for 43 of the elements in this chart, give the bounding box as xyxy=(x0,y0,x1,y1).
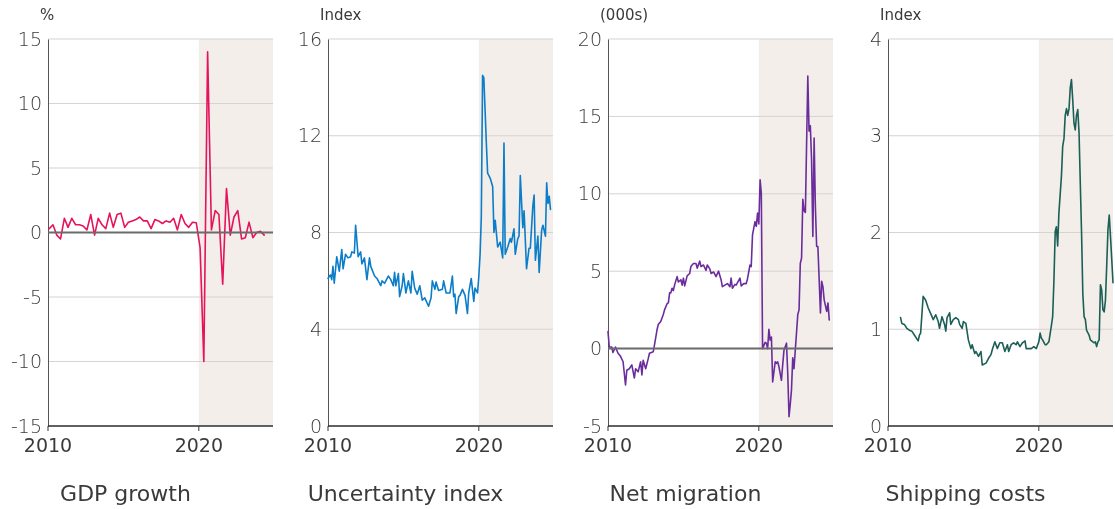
y-tick-label: -5 xyxy=(583,414,602,437)
y-tick-label: 16 xyxy=(297,27,322,50)
line-series xyxy=(327,74,552,315)
y-tick-label: 0 xyxy=(589,337,602,360)
y-tick-label: -5 xyxy=(23,285,42,308)
x-tick-label: 2010 xyxy=(303,434,353,456)
y-tick-label: 4 xyxy=(869,27,882,50)
x-tick-label: 2020 xyxy=(454,434,504,456)
x-tick-label: 2020 xyxy=(1014,434,1064,456)
y-tick-label: -10 xyxy=(10,350,42,373)
y-tick-label: 0 xyxy=(29,221,42,244)
y-tick-label: 10 xyxy=(17,92,42,115)
y-tick-label: 4 xyxy=(309,317,322,340)
y-tick-label: 3 xyxy=(869,124,882,147)
y-tick-label: 1 xyxy=(869,317,882,340)
text: Net migration xyxy=(609,481,762,506)
line-series xyxy=(48,51,265,363)
line-series xyxy=(899,78,1114,366)
x-tick-label: 2020 xyxy=(174,434,224,456)
y-tick-label: 0 xyxy=(869,414,882,437)
y-tick-label: 15 xyxy=(17,27,42,50)
y-tick-label: -15 xyxy=(10,414,42,437)
x-tick-label: 2010 xyxy=(583,434,633,456)
y-axis-title: (000s) xyxy=(600,6,649,24)
y-tick-label: 12 xyxy=(297,124,322,147)
x-tick-label: 2020 xyxy=(734,434,784,456)
text: GDP growth xyxy=(60,481,191,506)
x-tick-label: 2010 xyxy=(23,434,73,456)
y-axis-title: Index xyxy=(320,6,362,24)
text: Uncertainty index xyxy=(307,481,504,506)
y-tick-label: 10 xyxy=(577,182,602,205)
y-tick-label: 15 xyxy=(577,104,602,127)
line-series xyxy=(607,75,831,418)
x-tick-label: 2010 xyxy=(863,434,913,456)
y-tick-label: 20 xyxy=(577,27,602,50)
y-tick-label: 8 xyxy=(309,221,322,244)
y-axis-title: Index xyxy=(880,6,922,24)
y-tick-label: 5 xyxy=(29,156,42,179)
y-tick-label: 0 xyxy=(309,414,322,437)
text: Shipping costs xyxy=(885,481,1046,506)
y-tick-label: 5 xyxy=(589,259,602,282)
y-tick-label: 2 xyxy=(869,221,882,244)
y-axis-title: % xyxy=(40,6,55,24)
